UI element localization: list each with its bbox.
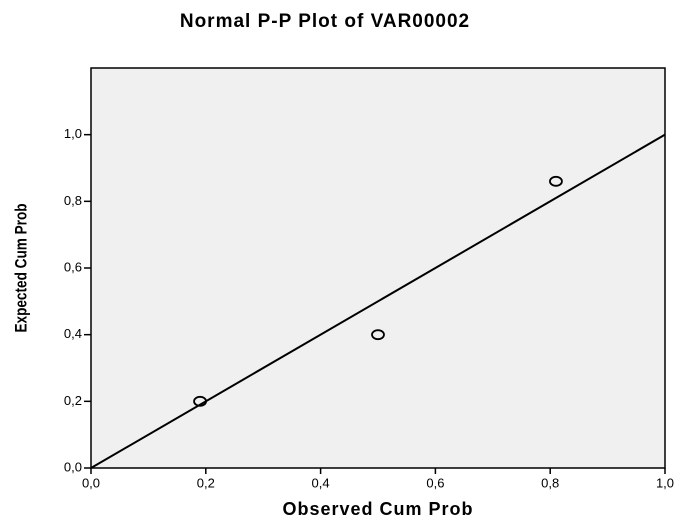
plot-area [90,67,666,469]
y-tick-label: 0,2 [64,393,82,408]
x-tick-label: 0,6 [426,475,444,490]
y-tick-label: 0,4 [64,326,82,341]
y-tick-label: 0,8 [64,193,82,208]
y-tick-label: 0,6 [64,259,82,274]
reference-line [90,133,666,469]
x-tick-label: 1,0 [656,475,674,490]
point [549,175,563,187]
x-tick-label: 0,8 [541,475,559,490]
x-tick-label: 0,0 [82,475,100,490]
y-tick-label: 1,0 [64,126,82,141]
y-tick-label: 0,0 [64,459,82,474]
y-axis-label: Expected Cum Prob [12,203,31,332]
point [371,329,385,341]
x-tick-label: 0,4 [312,475,330,490]
point [193,395,207,407]
x-axis-label: Observed Cum Prob [282,499,473,519]
x-tick-label: 0,2 [197,475,215,490]
chart-title: Normal P-P Plot of VAR00002 [180,11,470,32]
